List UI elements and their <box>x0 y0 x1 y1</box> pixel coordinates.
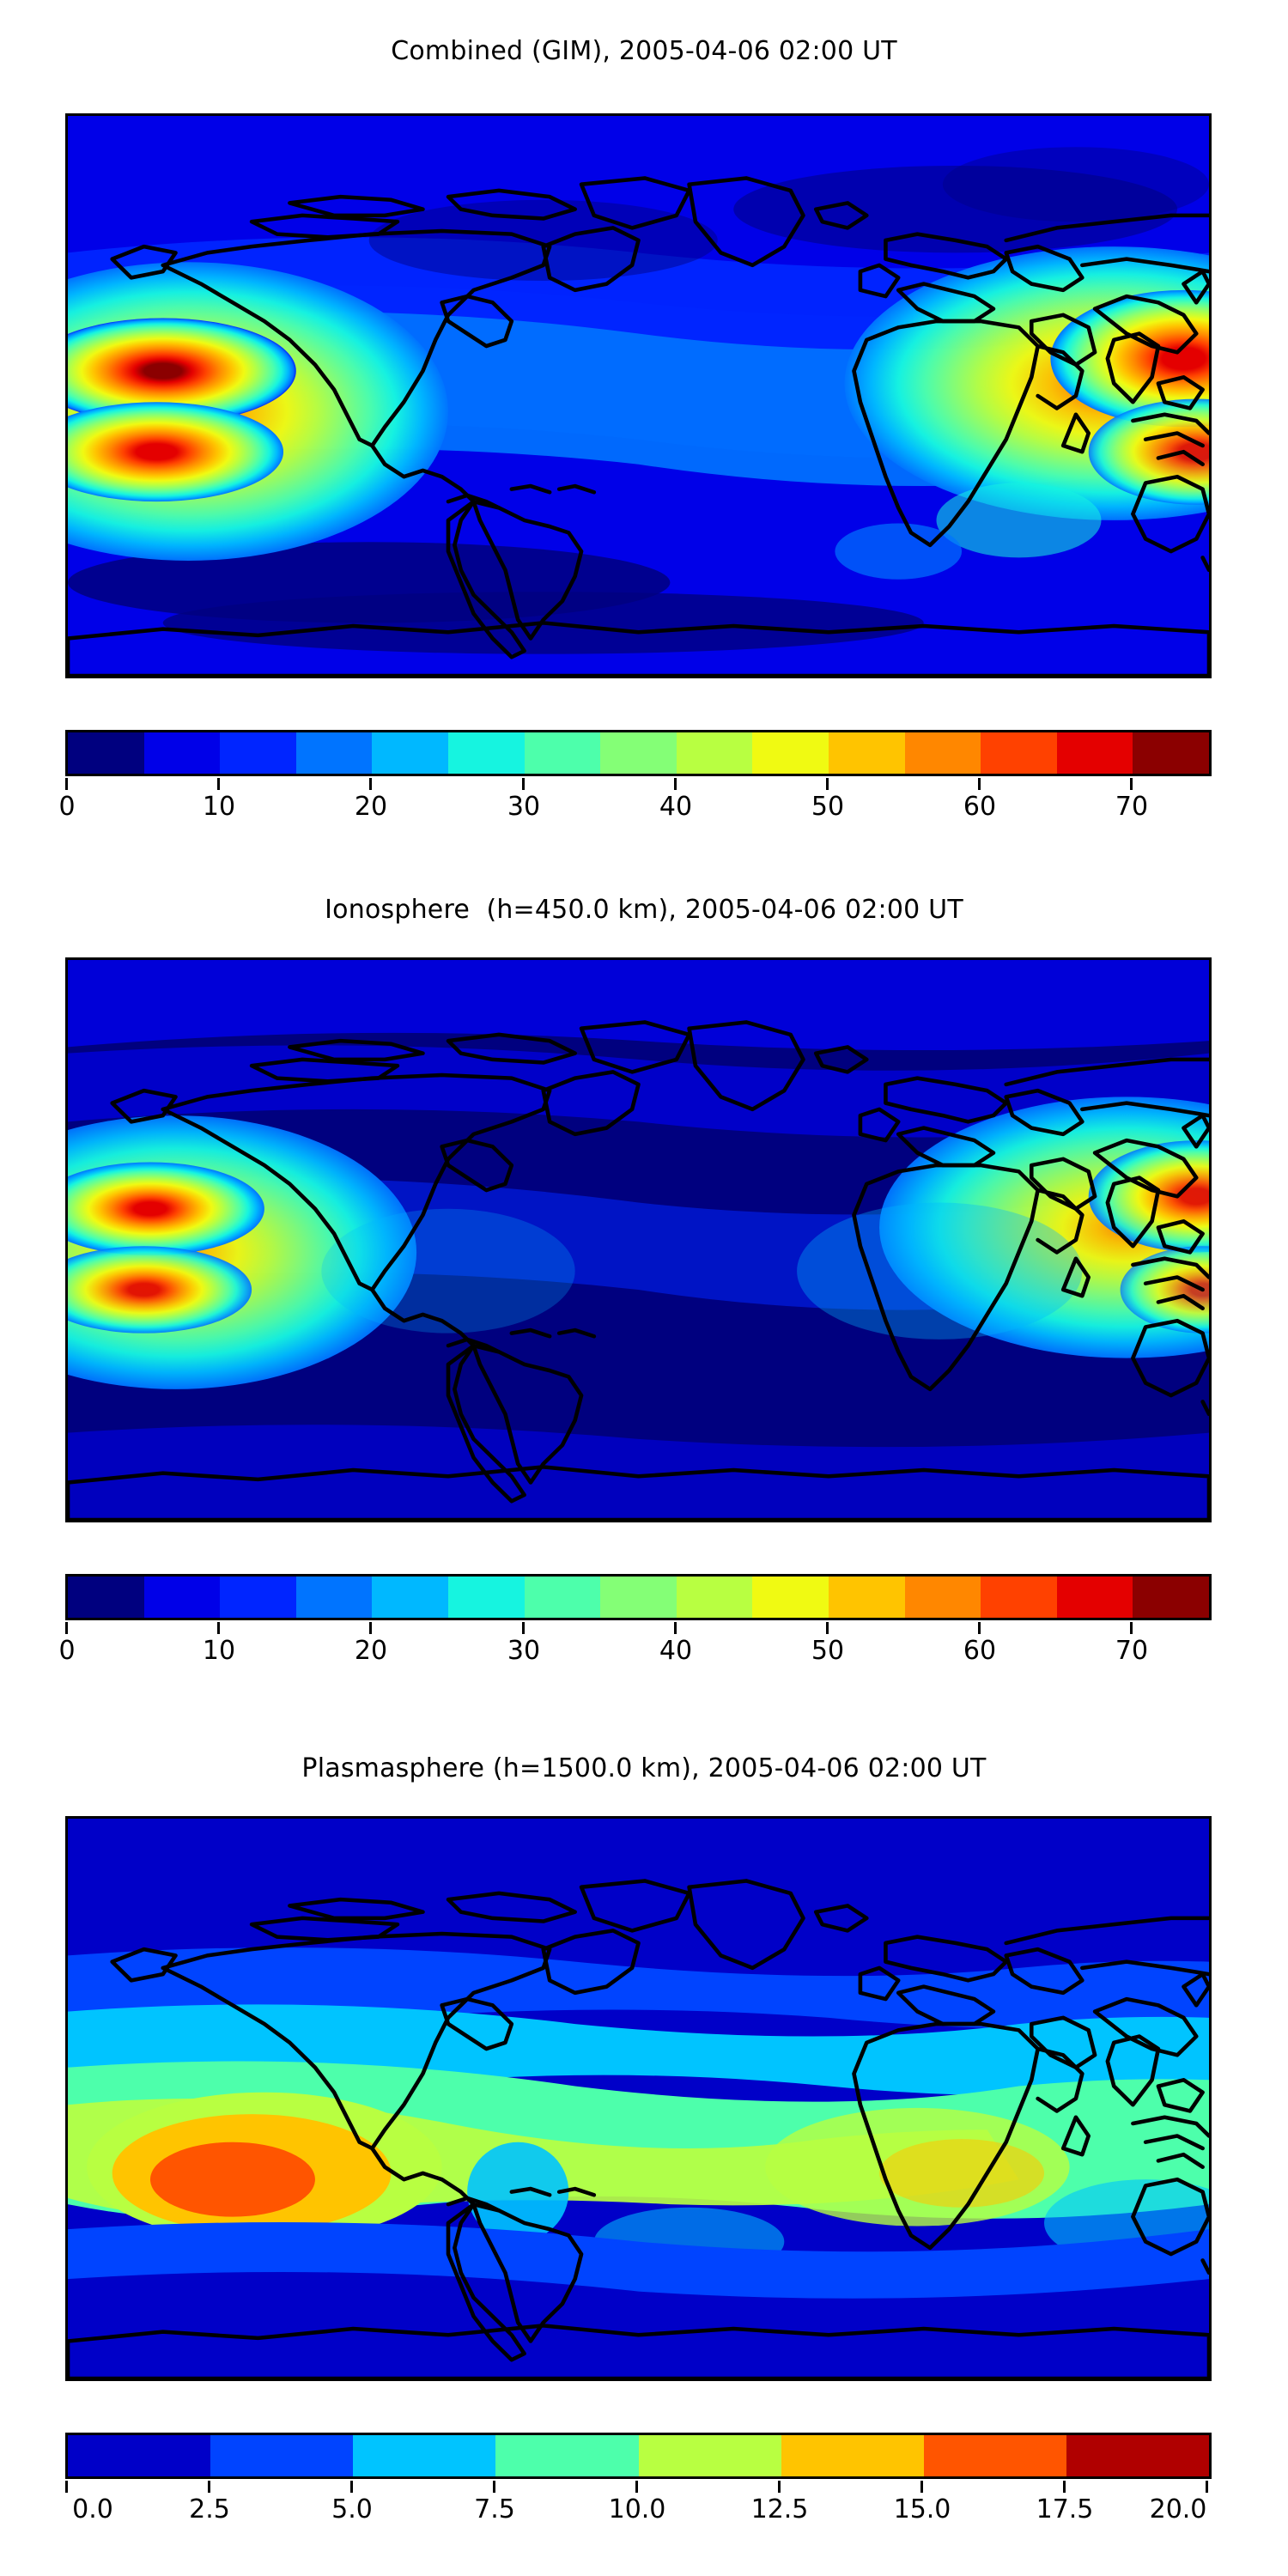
cbar-ticklabel: 30 <box>507 1636 541 1666</box>
cbar-ticklabel: 0.0 <box>72 2494 113 2524</box>
cbar-ticklabel: 10.0 <box>608 2494 666 2524</box>
cbar-ticklabel: 50 <box>811 1636 845 1666</box>
cbar-tick <box>920 2481 923 2493</box>
cbar-tick <box>217 1622 220 1634</box>
cbar-tick <box>65 2481 68 2493</box>
cbar-ticklabel: 30 <box>507 792 541 822</box>
colorbar-gradient-plasmasphere <box>65 2433 1212 2479</box>
colorbar-ionosphere: 0 10 20 30 40 50 60 70 <box>58 1574 1212 1668</box>
colorbar-combined-gim: 0 10 20 30 40 50 60 70 <box>58 730 1212 824</box>
map-canvas-plasmasphere <box>68 1819 1209 2379</box>
panel-title-plasmasphere: Plasmasphere (h=1500.0 km), 2005-04-06 0… <box>301 1753 987 1783</box>
cbar-ticklabel: 60 <box>963 1636 997 1666</box>
panel-title-combined-gim: Combined (GIM), 2005-04-06 02:00 UT <box>391 36 897 66</box>
cbar-ticklabel: 17.5 <box>1036 2494 1094 2524</box>
cbar-tick <box>208 2481 210 2493</box>
cbar-tick <box>493 2481 495 2493</box>
cbar-tick <box>65 1622 68 1634</box>
cbar-ticklabel: 40 <box>659 1636 693 1666</box>
map-combined-gim <box>65 113 1212 678</box>
cbar-ticklabel: 70 <box>1115 1636 1149 1666</box>
cbar-ticklabel: 10 <box>202 792 236 822</box>
panel-combined-gim: Combined (GIM), 2005-04-06 02:00 UT <box>0 0 1288 859</box>
colorbar-gradient-combined-gim <box>65 730 1212 776</box>
cbar-tick <box>826 1622 829 1634</box>
cbar-tick <box>1130 1622 1133 1634</box>
cbar-ticklabel: 50 <box>811 792 845 822</box>
cbar-ticklabel: 20 <box>354 1636 388 1666</box>
panel-title-ionosphere: Ionosphere (h=450.0 km), 2005-04-06 02:0… <box>325 895 963 925</box>
cbar-ticklabel: 7.5 <box>474 2494 515 2524</box>
cbar-tick <box>978 1622 981 1634</box>
cbar-ticklabel: 12.5 <box>750 2494 809 2524</box>
colorbar-gradient-ionosphere <box>65 1574 1212 1620</box>
cbar-tick <box>1130 778 1133 790</box>
map-plasmasphere <box>65 1816 1212 2381</box>
cbar-tick <box>826 778 829 790</box>
cbar-ticklabel: 15.0 <box>893 2494 951 2524</box>
cbar-tick <box>65 778 68 790</box>
panel-plasmasphere: Plasmasphere (h=1500.0 km), 2005-04-06 0… <box>0 1717 1288 2576</box>
cbar-tick <box>369 778 372 790</box>
cbar-tick <box>674 1622 677 1634</box>
cbar-tick <box>350 2481 353 2493</box>
cbar-tick <box>522 778 525 790</box>
cbar-ticklabel: 2.5 <box>189 2494 230 2524</box>
cbar-ticklabel: 10 <box>202 1636 236 1666</box>
map-canvas-ionosphere <box>68 960 1209 1520</box>
cbar-tick <box>978 778 981 790</box>
cbar-ticklabel: 0 <box>58 792 76 822</box>
cbar-tick <box>635 2481 638 2493</box>
cbar-tick <box>1063 2481 1066 2493</box>
cbar-tick <box>369 1622 372 1634</box>
cbar-ticklabel: 0 <box>58 1636 76 1666</box>
cbar-ticklabel: 20 <box>354 792 388 822</box>
cbar-ticklabel: 20.0 <box>1149 2494 1207 2524</box>
colorbar-plasmasphere: 0.0 2.5 5.0 7.5 10.0 12.5 15.0 17.5 20.0 <box>65 2433 1212 2527</box>
cbar-ticklabel: 70 <box>1115 792 1149 822</box>
cbar-tick <box>522 1622 525 1634</box>
cbar-tick <box>217 778 220 790</box>
cbar-tick <box>674 778 677 790</box>
cbar-ticklabel: 5.0 <box>331 2494 373 2524</box>
cbar-tick <box>778 2481 781 2493</box>
cbar-ticklabel: 40 <box>659 792 693 822</box>
cbar-ticklabel: 60 <box>963 792 997 822</box>
cbar-tick <box>1206 2481 1208 2493</box>
map-canvas-combined-gim <box>68 116 1209 676</box>
panel-ionosphere: Ionosphere (h=450.0 km), 2005-04-06 02:0… <box>0 859 1288 1717</box>
map-ionosphere <box>65 957 1212 1522</box>
